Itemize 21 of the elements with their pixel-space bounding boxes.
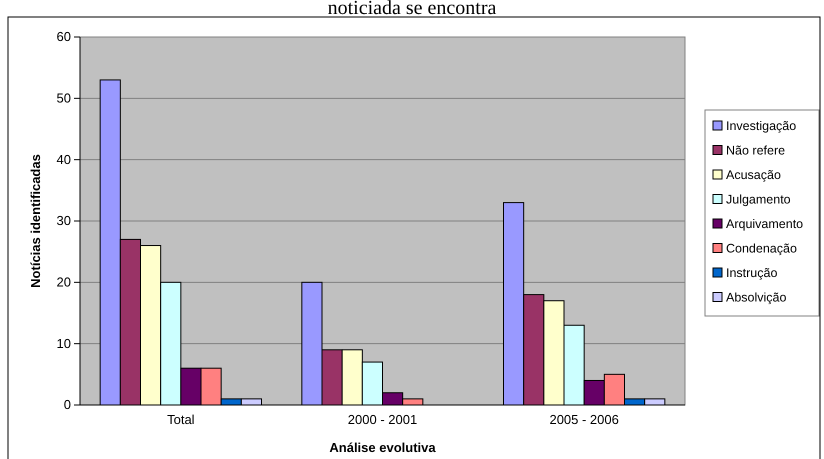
y-tick-label: 30 xyxy=(56,213,71,228)
legend-label: Investigação xyxy=(726,119,796,133)
y-tick-label: 20 xyxy=(56,274,71,290)
legend-label: Arquivamento xyxy=(726,217,804,231)
x-tick-label: 2000 - 2001 xyxy=(348,412,418,428)
y-axis-title: Notícias identificadas xyxy=(28,154,43,288)
y-tick-label: 0 xyxy=(64,397,71,412)
x-tick-label: Total xyxy=(167,412,195,428)
legend-label: Não refere xyxy=(726,144,786,158)
y-tick-label: 60 xyxy=(56,29,71,44)
y-tick-label: 10 xyxy=(56,336,71,351)
chart-title: noticiada se encontra xyxy=(328,0,497,19)
legend-label: Julgamento xyxy=(726,192,791,206)
legend-label: Instrução xyxy=(726,266,778,280)
legend-label: Acusação xyxy=(726,168,781,182)
y-tick-label: 40 xyxy=(56,152,71,167)
x-tick-label: 2005 - 2006 xyxy=(549,412,619,428)
legend-label: Absolvição xyxy=(726,290,786,304)
y-tick-label: 50 xyxy=(56,90,71,106)
x-axis-title: Análise evolutiva xyxy=(329,440,436,455)
legend-label: Condenação xyxy=(726,242,797,256)
